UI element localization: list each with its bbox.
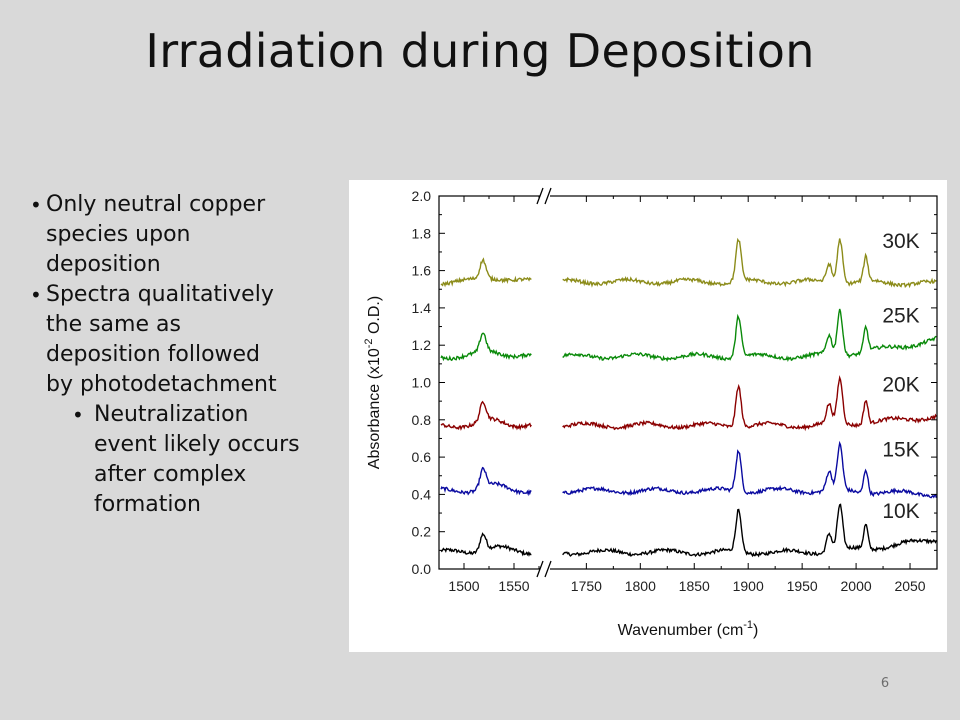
y-tick-label: 1.4 — [412, 300, 432, 316]
y-tick-label: 1.6 — [412, 263, 432, 279]
series-label: 25K — [882, 304, 919, 327]
series-line-15K — [562, 440, 938, 499]
series-line-30K — [562, 237, 937, 289]
x-tick-label: 1900 — [733, 578, 764, 594]
axis-break-gap — [540, 188, 550, 204]
x-tick-label: 1800 — [625, 578, 656, 594]
bullet-dot-icon: • — [30, 193, 42, 217]
series-line-25K — [440, 332, 532, 362]
bullet-line: species upon — [46, 222, 191, 247]
sub-bullet-item: • Neutralization event likely occurs aft… — [6, 400, 346, 520]
spectrum-chart: 0.0 0.2 0.4 0.6 0.8 1.0 1.2 1.4 1.6 1.8 2.0 1500 155… — [363, 187, 938, 639]
x-axis-title: Wavenumber (cm-1) — [618, 619, 759, 639]
bullet-line: Only neutral copper — [46, 192, 266, 217]
plot-frame — [438, 195, 938, 570]
axis-break-gap — [540, 561, 550, 577]
x-tick-label: 2050 — [894, 578, 925, 594]
axis-break-mark — [544, 187, 552, 205]
axis-break-mark — [536, 560, 544, 578]
y-tick-label: 1.2 — [412, 337, 432, 353]
bullet-line: after complex — [94, 462, 247, 487]
series-line-15K — [440, 466, 532, 497]
page-number: 6 — [880, 676, 890, 691]
slide-title: Irradiation during Deposition — [145, 24, 815, 78]
bullet-dot-icon: • — [72, 403, 84, 427]
x-tick-label: 1950 — [787, 578, 818, 594]
x-tick-label: 1750 — [571, 578, 602, 594]
y-tick-label: 0.0 — [412, 561, 432, 577]
bullet-line: event likely occurs — [94, 432, 300, 457]
y-tick-label: 1.8 — [412, 225, 432, 241]
bullet-line: by photodetachment — [46, 372, 277, 397]
series-label: 10K — [882, 500, 919, 523]
axis-break-mark — [544, 560, 552, 578]
bullet-line: Spectra qualitatively — [46, 282, 274, 307]
bullet-dot-icon: • — [30, 283, 42, 307]
x-tick-label: 1500 — [448, 578, 479, 594]
series-line-25K — [562, 308, 937, 363]
bullet-line: deposition — [46, 252, 161, 277]
bullet-line: formation — [94, 492, 201, 517]
bullet-line: Neutralization — [94, 402, 249, 427]
series-label: 30K — [882, 230, 919, 253]
series-label: 15K — [882, 439, 919, 462]
series-label: 20K — [882, 373, 919, 396]
y-tick-label: 0.8 — [412, 412, 432, 428]
series-line-10K — [440, 532, 532, 557]
y-tick-label: 0.2 — [412, 524, 432, 540]
axis-break-mark — [536, 187, 544, 205]
bullet-list: • Only neutral copper species upon depos… — [6, 190, 346, 520]
x-tick-label: 2000 — [841, 578, 872, 594]
y-tick-label: 1.0 — [412, 375, 432, 391]
y-tick-label: 0.6 — [412, 449, 432, 465]
bullet-item: • Only neutral copper species upon depos… — [6, 190, 346, 280]
bullet-item: • Spectra qualitatively the same as depo… — [6, 280, 346, 400]
series-line-20K — [562, 375, 937, 432]
y-tick-label: 2.0 — [412, 188, 432, 204]
y-tick-label: 0.4 — [412, 486, 432, 502]
y-axis-title: Absorbance (x10-2 O.D.) — [363, 296, 383, 469]
series-line-20K — [440, 400, 532, 431]
x-tick-label: 1550 — [498, 578, 529, 594]
series-line-30K — [440, 257, 532, 288]
bullet-line: deposition followed — [46, 342, 261, 367]
x-tick-label: 1850 — [679, 578, 710, 594]
spectrum-figure: 0.0 0.2 0.4 0.6 0.8 1.0 1.2 1.4 1.6 1.8 2.0 1500 155… — [349, 180, 947, 652]
series-line-10K — [562, 503, 938, 558]
bullet-line: the same as — [46, 312, 181, 337]
